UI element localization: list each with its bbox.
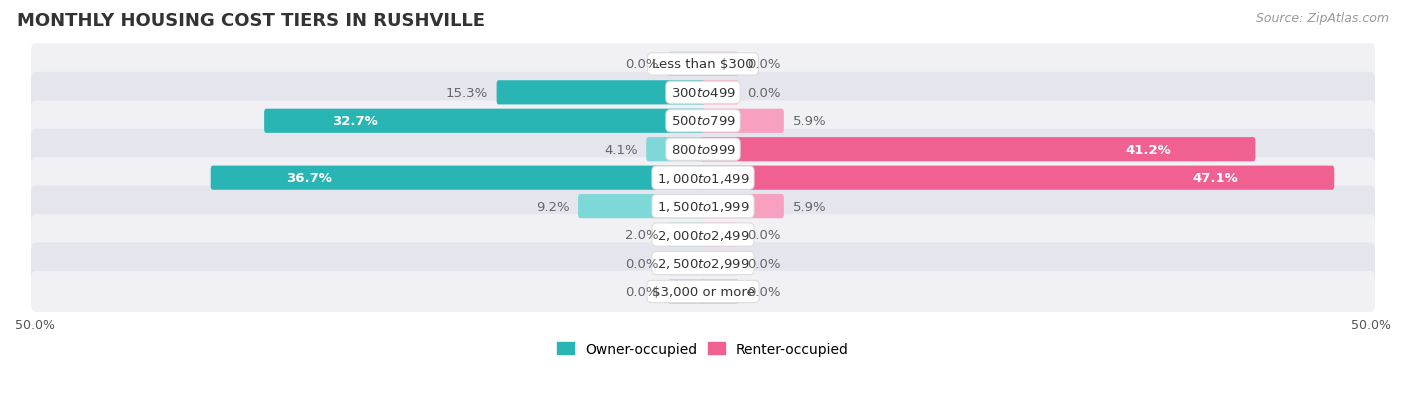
FancyBboxPatch shape [702,252,738,275]
Text: $3,000 or more: $3,000 or more [651,285,755,298]
Text: Less than $300: Less than $300 [652,58,754,71]
Text: 0.0%: 0.0% [626,58,659,71]
Text: $1,500 to $1,999: $1,500 to $1,999 [657,199,749,214]
Text: Source: ZipAtlas.com: Source: ZipAtlas.com [1256,12,1389,25]
FancyBboxPatch shape [578,195,704,219]
FancyBboxPatch shape [668,252,704,275]
Text: 0.0%: 0.0% [747,228,780,242]
FancyBboxPatch shape [31,73,1375,114]
FancyBboxPatch shape [702,280,738,304]
FancyBboxPatch shape [31,243,1375,284]
FancyBboxPatch shape [31,129,1375,170]
FancyBboxPatch shape [668,223,704,247]
Text: 5.9%: 5.9% [793,200,827,213]
Text: 0.0%: 0.0% [747,58,780,71]
Text: 15.3%: 15.3% [446,87,488,100]
Text: $2,000 to $2,499: $2,000 to $2,499 [657,228,749,242]
Text: 0.0%: 0.0% [747,87,780,100]
Text: 0.0%: 0.0% [747,285,780,298]
FancyBboxPatch shape [31,44,1375,85]
FancyBboxPatch shape [496,81,704,105]
Text: 36.7%: 36.7% [287,172,332,185]
FancyBboxPatch shape [702,138,1256,162]
Text: $1,000 to $1,499: $1,000 to $1,499 [657,171,749,185]
Text: MONTHLY HOUSING COST TIERS IN RUSHVILLE: MONTHLY HOUSING COST TIERS IN RUSHVILLE [17,12,485,30]
Text: 32.7%: 32.7% [332,115,377,128]
Legend: Owner-occupied, Renter-occupied: Owner-occupied, Renter-occupied [551,336,855,361]
FancyBboxPatch shape [702,52,738,77]
Text: 5.9%: 5.9% [793,115,827,128]
FancyBboxPatch shape [702,109,783,133]
FancyBboxPatch shape [647,138,704,162]
FancyBboxPatch shape [31,271,1375,312]
FancyBboxPatch shape [702,223,738,247]
FancyBboxPatch shape [702,195,783,219]
Text: $500 to $799: $500 to $799 [671,115,735,128]
FancyBboxPatch shape [668,52,704,77]
Text: 0.0%: 0.0% [626,257,659,270]
Text: $2,500 to $2,999: $2,500 to $2,999 [657,256,749,271]
FancyBboxPatch shape [31,186,1375,227]
Text: 9.2%: 9.2% [536,200,569,213]
Text: 0.0%: 0.0% [626,285,659,298]
Text: $800 to $999: $800 to $999 [671,143,735,157]
Text: 4.1%: 4.1% [605,143,637,157]
FancyBboxPatch shape [211,166,704,190]
FancyBboxPatch shape [31,158,1375,199]
FancyBboxPatch shape [31,101,1375,142]
Text: $300 to $499: $300 to $499 [671,87,735,100]
Text: 2.0%: 2.0% [626,228,659,242]
FancyBboxPatch shape [264,109,704,133]
FancyBboxPatch shape [668,280,704,304]
FancyBboxPatch shape [702,81,738,105]
Text: 41.2%: 41.2% [1125,143,1171,157]
FancyBboxPatch shape [31,215,1375,256]
Text: 47.1%: 47.1% [1192,172,1237,185]
Text: 0.0%: 0.0% [747,257,780,270]
FancyBboxPatch shape [702,166,1334,190]
